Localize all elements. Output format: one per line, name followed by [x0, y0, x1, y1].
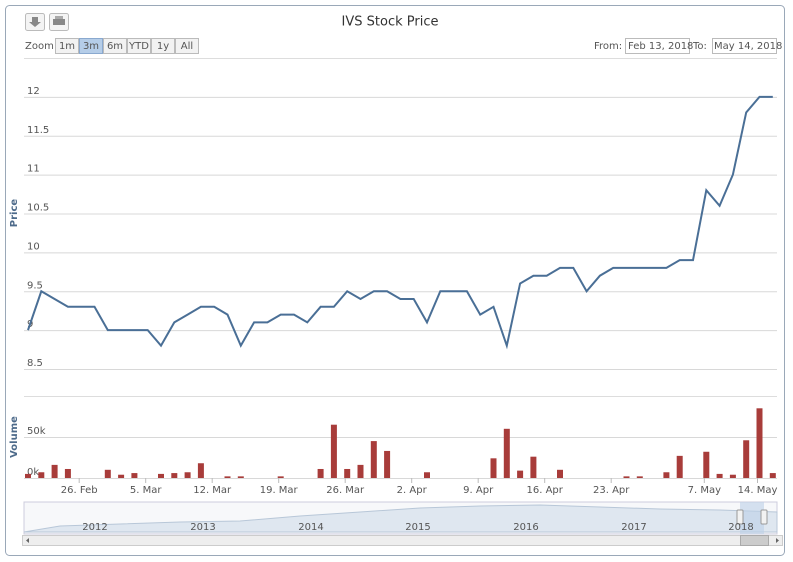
volume-bar — [51, 464, 58, 478]
y-axis-title: Volume — [9, 416, 20, 458]
volume-bar — [330, 424, 337, 478]
volume-bar — [490, 458, 497, 478]
volume-bar — [557, 469, 563, 478]
volume-bar — [118, 474, 125, 478]
volume-bar — [158, 473, 164, 478]
y-tick-label: 11.5 — [27, 125, 49, 136]
y-tick-label: 10.5 — [27, 203, 49, 214]
navigator-label: 2013 — [190, 522, 215, 533]
volume-bar — [64, 468, 71, 478]
volume-bar — [530, 456, 537, 478]
volume-bar — [636, 476, 643, 478]
x-tick-label: 19. Mar — [260, 485, 299, 496]
volume-bar — [503, 428, 510, 478]
download-button[interactable] — [25, 13, 45, 31]
to-label: To: — [692, 41, 707, 52]
x-tick-label: 5. Mar — [130, 485, 162, 496]
zoom-button-label: 6m — [107, 41, 123, 52]
to-date: May 14, 2018 — [714, 41, 782, 52]
y-tick-label: 11 — [27, 164, 40, 175]
y-tick-label: 12 — [27, 86, 40, 97]
navigator-label: 2012 — [82, 522, 107, 533]
zoom-button[interactable] — [127, 38, 151, 54]
volume-bar — [663, 472, 670, 478]
navigator[interactable] — [23, 501, 778, 535]
volume-bar — [224, 476, 231, 478]
volume-bar — [623, 476, 630, 478]
volume-bar — [171, 473, 178, 478]
x-tick-label: 9. Apr — [463, 485, 494, 496]
price-line — [27, 95, 773, 350]
zoom-button-label: All — [181, 41, 193, 52]
y-tick-label: 10 — [27, 241, 40, 252]
zoom-button[interactable] — [151, 38, 175, 54]
navigator-label: 2014 — [298, 522, 323, 533]
volume-bar — [104, 469, 111, 478]
x-tick-label: 26. Mar — [326, 485, 365, 496]
volume-bar — [277, 476, 284, 478]
volume-bar — [25, 473, 31, 478]
volume-bar — [424, 472, 430, 478]
to-input[interactable] — [712, 38, 777, 54]
x-tick-label: 23. Apr — [593, 485, 630, 496]
y-axis-title: Price — [9, 199, 20, 228]
y-tick-label: 8.5 — [27, 358, 43, 369]
zoom-button-label: 1m — [59, 41, 75, 52]
x-tick-label: 16. Apr — [527, 485, 564, 496]
print-button[interactable] — [49, 13, 69, 31]
volume-bar — [197, 463, 204, 478]
volume-bar — [729, 474, 736, 478]
zoom-button-label: 1y — [157, 41, 169, 52]
y-tick-label: 50k — [27, 426, 46, 437]
zoom-button[interactable] — [175, 38, 199, 54]
volume-bar — [357, 464, 364, 478]
navigator-label: 2016 — [513, 522, 538, 533]
x-tick-label: 2. Apr — [397, 485, 428, 496]
from-date: Feb 13, 2018 — [628, 41, 693, 52]
volume-bar — [384, 450, 391, 478]
scrollbar[interactable] — [22, 535, 783, 546]
volume-bar — [370, 441, 377, 478]
y-tick-label: 9.5 — [27, 280, 43, 291]
navigator-label: 2017 — [621, 522, 646, 533]
volume-bar — [743, 440, 750, 478]
navigator-label: 2018 — [728, 522, 753, 533]
volume-bar — [344, 468, 351, 478]
from-input[interactable] — [625, 38, 690, 54]
zoom-label: Zoom — [25, 41, 54, 52]
navigator-label: 2015 — [405, 522, 430, 533]
zoom-button-label: YTD — [128, 41, 149, 52]
volume-bar — [703, 451, 710, 478]
volume-bar — [38, 472, 45, 478]
y-tick-label: 0k — [27, 467, 39, 478]
volume-bar — [769, 473, 776, 478]
volume-bar — [716, 473, 723, 478]
x-tick-label: 14. May — [738, 485, 778, 496]
zoom-button[interactable] — [79, 38, 103, 54]
from-label: From: — [594, 41, 622, 52]
x-tick-label: 12. Mar — [193, 485, 232, 496]
volume-bar — [756, 408, 763, 478]
volume-bar — [184, 472, 191, 478]
zoom-button[interactable] — [103, 38, 127, 54]
volume-bar — [237, 476, 244, 478]
chart-title: IVS Stock Price — [342, 15, 439, 30]
volume-bar — [317, 468, 324, 478]
x-tick-label: 7. May — [688, 485, 721, 496]
volume-bar — [676, 455, 683, 478]
volume-bar — [517, 470, 524, 478]
zoom-button-label: 3m — [83, 41, 99, 52]
volume-bar — [131, 473, 138, 478]
x-tick-label: 26. Feb — [61, 485, 98, 496]
frame — [5, 5, 785, 556]
zoom-button[interactable] — [55, 38, 79, 54]
